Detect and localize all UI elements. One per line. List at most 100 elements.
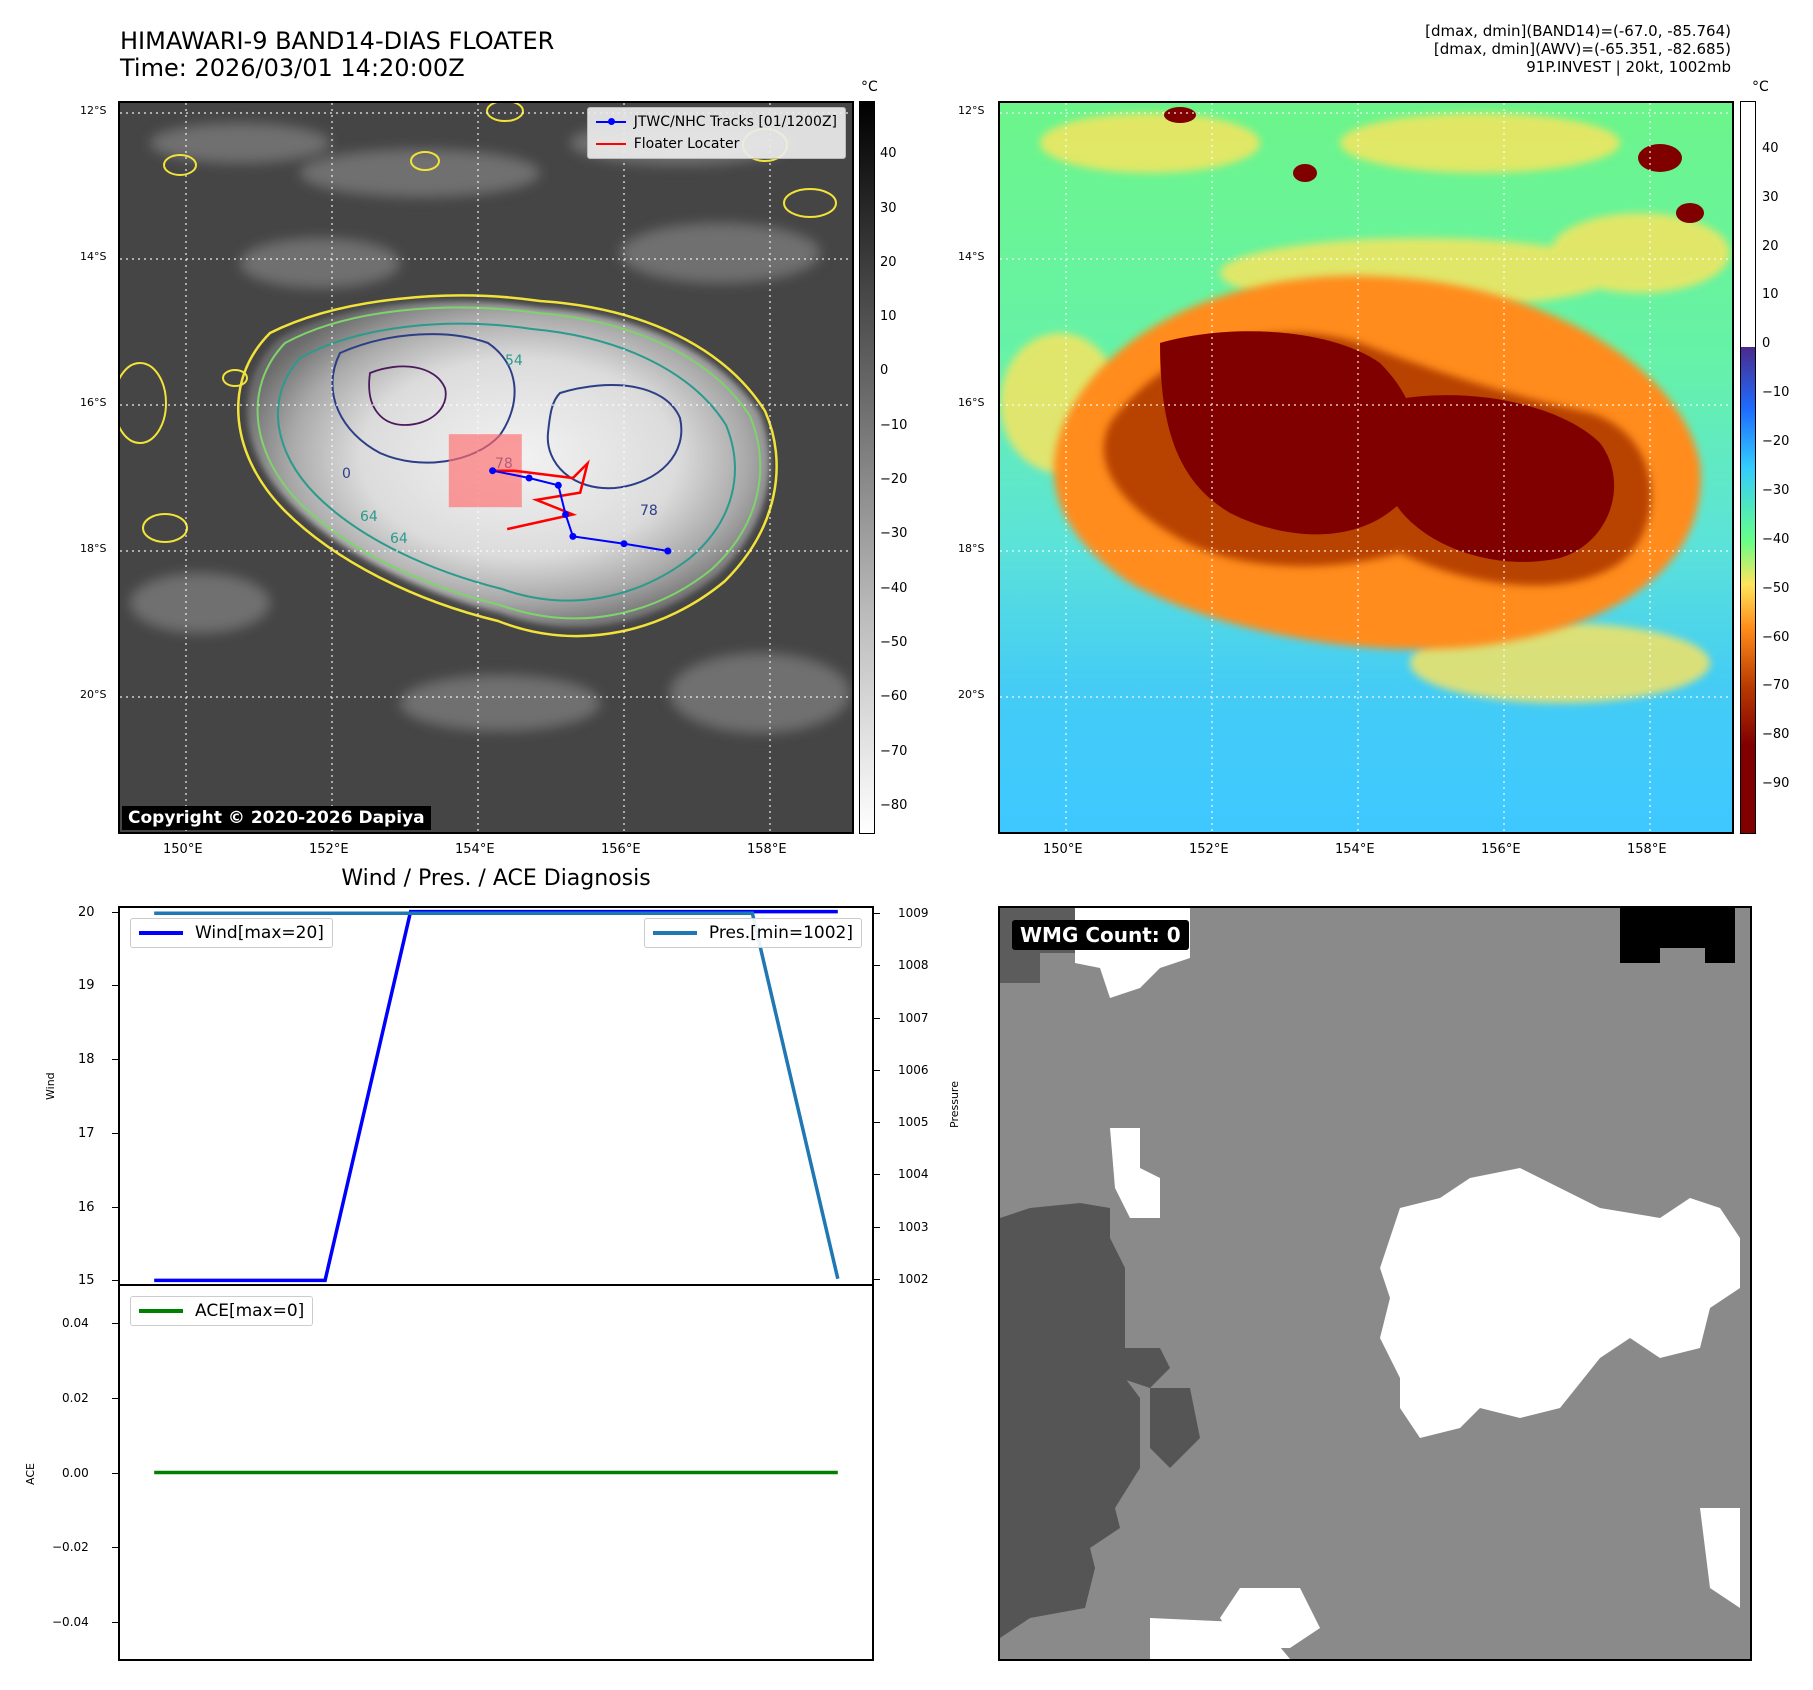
legend-floater-label: Floater Locater bbox=[633, 136, 740, 152]
lon-tick: 154°E bbox=[1335, 842, 1375, 857]
lat-tick: 16°S bbox=[80, 396, 107, 409]
pressure-tick-mark bbox=[874, 1278, 880, 1280]
legend-item-tracks: JTWC/NHC Tracks [01/1200Z] bbox=[595, 111, 837, 133]
awv-colorbar-tick: −10 bbox=[1762, 385, 1790, 401]
copyright-label: Copyright © 2020-2026 Dapiya bbox=[122, 806, 431, 830]
wind-legend: Wind[max=20] bbox=[130, 918, 333, 948]
awv-colorbar-tick: 40 bbox=[1762, 140, 1779, 156]
contour-label: 0 bbox=[342, 466, 351, 482]
lon-tick: 158°E bbox=[1627, 842, 1667, 857]
wind-tick: 16 bbox=[78, 1199, 95, 1215]
track-point bbox=[620, 540, 628, 548]
info-line-1: [dmax, dmin](BAND14)=(-67.0, -85.764) bbox=[1425, 22, 1731, 40]
gray-colorbar-tick: −40 bbox=[880, 580, 908, 596]
gray-colorbar-unit: °C bbox=[861, 79, 878, 95]
lon-tick: 156°E bbox=[1481, 842, 1521, 857]
contour-label: 78 bbox=[640, 503, 658, 519]
legend-tracks-label: JTWC/NHC Tracks [01/1200Z] bbox=[633, 114, 837, 130]
gray-colorbar-tick: −80 bbox=[880, 797, 908, 813]
wind-tick-mark bbox=[112, 1206, 118, 1208]
awv-colorbar-tick: −80 bbox=[1762, 727, 1790, 743]
ir-map-panel[interactable]: 54 64 64 78 78 0 JTWC/NHC Tracks [01/120… bbox=[118, 101, 854, 834]
awv-colorbar-tick: 10 bbox=[1762, 287, 1779, 303]
wind-legend-label: Wind[max=20] bbox=[195, 923, 324, 943]
gray-colorbar-tick: 30 bbox=[880, 200, 897, 216]
lon-tick: 152°E bbox=[309, 842, 349, 857]
wind-tick-mark bbox=[112, 1059, 118, 1061]
awv-colorbar-tick: −30 bbox=[1762, 482, 1790, 498]
awv-map-image bbox=[1000, 103, 1732, 832]
gray-colorbar-tick: 0 bbox=[880, 363, 889, 379]
wind-pressure-plot[interactable]: Wind[max=20] Pres.[min=1002] bbox=[118, 906, 874, 1286]
gray-colorbar-tick: −30 bbox=[880, 526, 908, 542]
ace-tick: 0.00 bbox=[62, 1465, 89, 1480]
lon-tick: 150°E bbox=[163, 842, 203, 857]
awv-colorbar-tick: −60 bbox=[1762, 629, 1790, 645]
ir-map-image: 54 64 64 78 78 0 bbox=[120, 103, 852, 832]
awv-colorbar-unit: °C bbox=[1752, 79, 1769, 95]
gray-colorbar-tick: 20 bbox=[880, 254, 897, 270]
lon-tick: 154°E bbox=[455, 842, 495, 857]
gray-colorbar bbox=[859, 101, 875, 834]
legend-item-floater: Floater Locater bbox=[595, 133, 837, 155]
pressure-tick-mark bbox=[874, 965, 880, 967]
wind-legend-swatch bbox=[139, 931, 183, 935]
wind-ylabel: Wind bbox=[44, 1072, 57, 1100]
pressure-legend-label: Pres.[min=1002] bbox=[708, 923, 853, 943]
ace-tick-mark bbox=[112, 1472, 118, 1474]
ace-plot[interactable]: ACE[max=0] bbox=[118, 1284, 874, 1661]
lat-tick: 12°S bbox=[958, 104, 985, 117]
gray-colorbar-tick: −50 bbox=[880, 634, 908, 650]
awv-colorbar-tick: −20 bbox=[1762, 434, 1790, 450]
track-point bbox=[489, 467, 497, 475]
wind-tick-mark bbox=[112, 911, 118, 913]
awv-colorbar-tick: −70 bbox=[1762, 678, 1790, 694]
wind-tick: 17 bbox=[78, 1125, 95, 1141]
contour-label: 64 bbox=[390, 531, 408, 547]
gray-colorbar-tick: −70 bbox=[880, 743, 908, 759]
figure-title: HIMAWARI-9 BAND14-DIAS FLOATER Time: 202… bbox=[120, 28, 554, 82]
ace-tick-mark bbox=[112, 1621, 118, 1623]
map-legend: JTWC/NHC Tracks [01/1200Z] Floater Locat… bbox=[586, 107, 846, 159]
title-line-1: HIMAWARI-9 BAND14-DIAS FLOATER bbox=[120, 27, 555, 55]
pressure-series-line bbox=[154, 911, 840, 1280]
pressure-ylabel: Pressure bbox=[948, 1081, 961, 1128]
pressure-tick: 1003 bbox=[898, 1219, 929, 1234]
awv-colorbar-tick: −50 bbox=[1762, 580, 1790, 596]
pressure-tick: 1009 bbox=[898, 906, 929, 921]
pressure-tick: 1006 bbox=[898, 1062, 929, 1077]
lon-tick: 150°E bbox=[1043, 842, 1083, 857]
gray-colorbar-tick: −60 bbox=[880, 689, 908, 705]
wind-tick: 18 bbox=[78, 1052, 95, 1068]
pressure-legend: Pres.[min=1002] bbox=[643, 918, 862, 948]
pressure-tick-mark bbox=[874, 913, 880, 915]
wind-pressure-svg bbox=[154, 909, 840, 1283]
lon-tick: 156°E bbox=[601, 842, 641, 857]
wind-series-line bbox=[154, 909, 838, 1283]
pressure-tick-mark bbox=[874, 1226, 880, 1228]
gray-colorbar-tick: −20 bbox=[880, 472, 908, 488]
awv-colorbar-tick: 0 bbox=[1762, 336, 1771, 352]
wind-tick-mark bbox=[112, 1280, 118, 1282]
awv-colorbar-tick: −90 bbox=[1762, 776, 1790, 792]
lat-tick: 20°S bbox=[80, 688, 107, 701]
wind-tick: 20 bbox=[78, 904, 95, 920]
info-line-3: 91P.INVEST | 20kt, 1002mb bbox=[1526, 58, 1731, 76]
wmg-image bbox=[1000, 908, 1750, 1659]
ace-tick: 0.04 bbox=[62, 1316, 89, 1331]
pressure-tick: 1002 bbox=[898, 1271, 929, 1286]
pressure-tick: 1008 bbox=[898, 958, 929, 973]
ace-legend: ACE[max=0] bbox=[130, 1296, 314, 1326]
ace-ylabel: ACE bbox=[24, 1463, 37, 1485]
wmg-panel[interactable]: WMG Count: 0 bbox=[998, 906, 1752, 1661]
lat-tick: 16°S bbox=[958, 396, 985, 409]
pressure-legend-swatch bbox=[652, 931, 697, 935]
awv-map-panel[interactable] bbox=[998, 101, 1734, 834]
ace-legend-label: ACE[max=0] bbox=[195, 1301, 305, 1321]
track-point bbox=[664, 547, 672, 555]
pressure-tick-mark bbox=[874, 1122, 880, 1124]
ace-tick-mark bbox=[112, 1547, 118, 1549]
wind-tick-mark bbox=[112, 985, 118, 987]
info-line-2: [dmax, dmin](AWV)=(-65.351, -82.685) bbox=[1433, 40, 1731, 58]
lat-tick: 18°S bbox=[958, 542, 985, 555]
